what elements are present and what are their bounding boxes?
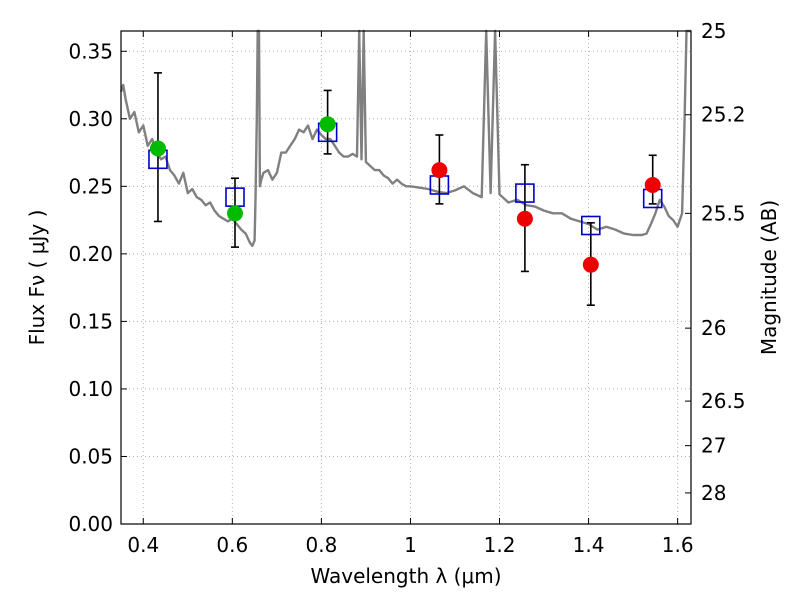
plot-frame: [120, 30, 692, 525]
green-data-point: [319, 116, 336, 133]
y2-tick-label: 25.2: [701, 103, 746, 127]
x-tick-label: 1.6: [662, 533, 694, 557]
green-data-point: [227, 205, 243, 222]
error-bars: [153, 72, 657, 306]
red-data-point: [516, 210, 533, 227]
spectrum-line: [119, 29, 691, 247]
x-tick-label: 1.4: [573, 533, 605, 557]
model-photometry-square: [515, 183, 535, 203]
x-tick-label: 0.8: [305, 533, 337, 557]
data-points: [148, 116, 663, 273]
y2-axis-label: Magnitude (AB): [757, 200, 781, 355]
red-data-point: [644, 176, 661, 193]
y-tick-label: 0.25: [68, 174, 113, 198]
y2-tick-label: 26: [701, 316, 726, 340]
x-tick-label: 1.2: [484, 533, 516, 557]
y-tick-label: 0.35: [68, 39, 113, 63]
x-tick-label: 0.4: [127, 533, 159, 557]
y-tick-label: 0.30: [68, 107, 113, 131]
y-tick-label: 0.10: [68, 377, 113, 401]
grid-lines: [121, 31, 691, 524]
red-data-point: [431, 162, 448, 179]
x-tick-label: 0.6: [216, 533, 248, 557]
y2-tick-label: 28: [701, 481, 726, 505]
y2-tick-label: 27: [701, 434, 726, 458]
x-tick-label: 1: [404, 533, 417, 557]
y-tick-label: 0.15: [68, 309, 113, 333]
y2-tick-label: 26.5: [701, 389, 746, 413]
model-photometry-square: [581, 215, 601, 236]
red-data-point: [582, 256, 599, 273]
y-tick-label: 0.05: [68, 444, 113, 468]
green-data-point: [149, 140, 166, 157]
model-spectrum: [119, 29, 691, 247]
y2-tick-label: 25: [701, 19, 726, 43]
y-axis-label: Flux Fν ( μJy ): [25, 210, 49, 346]
y-tick-label: 0.00: [68, 512, 113, 536]
y2-tick-label: 25.5: [701, 201, 746, 225]
axis-ticks: 0.4 0.6 0.8 1 1.2 1.4 1.6 0.00 0.05 0.10 0.15 0.20 0…: [68, 19, 745, 557]
x-axis-label: Wavelength λ (μm): [310, 564, 501, 588]
y-tick-label: 0.20: [68, 242, 113, 266]
